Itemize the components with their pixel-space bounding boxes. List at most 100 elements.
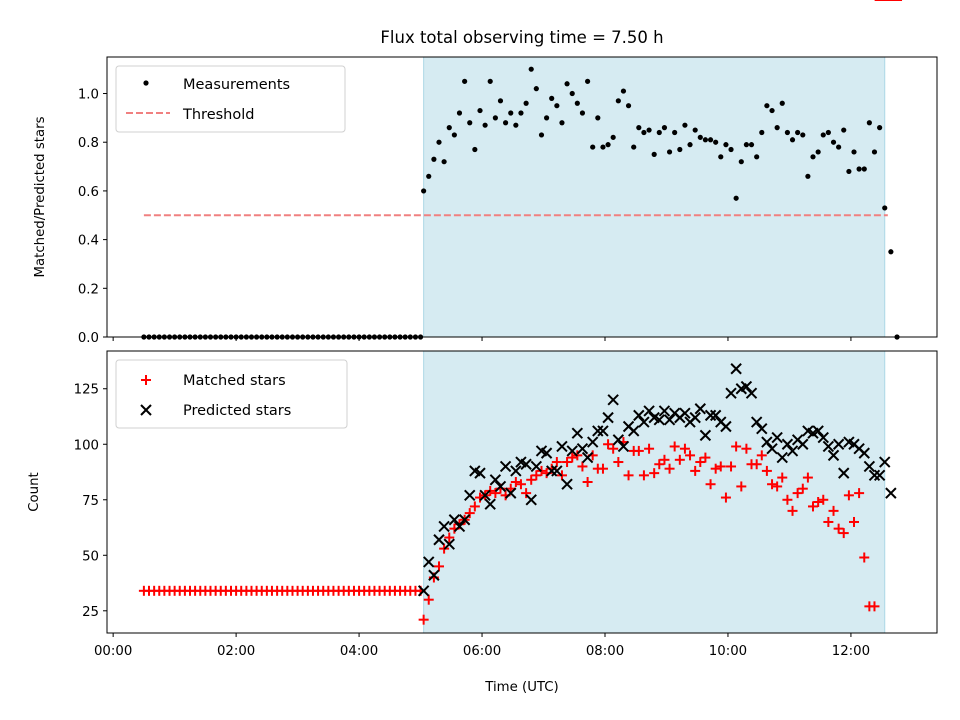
matched-star-point: [777, 472, 788, 483]
top-legend: Measurements Threshold: [115, 65, 346, 133]
measurement-point: [590, 144, 596, 150]
predicted-star-point: [817, 431, 829, 444]
matched-star-point: [736, 481, 747, 492]
measurement-point: [718, 154, 724, 160]
predicted-star-point: [638, 416, 650, 428]
matched-star-point: [813, 496, 824, 507]
measurement-point: [574, 100, 580, 106]
predicted-star-point: [663, 414, 676, 426]
matched-star-point: [659, 454, 670, 465]
top-ytick-label: 0.4: [78, 234, 99, 249]
predicted-star-point: [766, 442, 778, 455]
predicted-star-point: [484, 498, 496, 510]
bottom-y-axis-label: Count: [27, 472, 42, 512]
measurement-point: [523, 100, 529, 106]
predicted-star-point: [704, 409, 717, 422]
predicted-star-point: [499, 460, 512, 473]
predicted-star-point: [628, 425, 640, 437]
matched-star-point: [444, 532, 455, 543]
predicted-star-point: [868, 469, 881, 482]
top-legend-box: [115, 65, 346, 133]
matched-star-point: [797, 483, 808, 494]
measurement-point: [646, 127, 652, 133]
bottom-ytick-label: 50: [82, 549, 99, 564]
top-axes-frame: [106, 56, 938, 338]
predicted-star-point: [458, 514, 471, 526]
matched-star-point: [843, 490, 854, 501]
predicted-star-point: [592, 425, 604, 437]
matched-star-point: [761, 465, 772, 476]
matched-star-point: [731, 441, 742, 452]
predicted-star-point: [756, 423, 768, 435]
measurement-point: [789, 137, 796, 143]
measurement-point: [595, 115, 601, 121]
measurement-point: [784, 129, 791, 136]
predicted-star-point: [812, 425, 824, 437]
predicted-star-point: [612, 434, 625, 446]
predicted-star-point: [745, 387, 758, 399]
measurement-point: [800, 132, 806, 138]
measurement-point: [877, 125, 883, 131]
measurement-point: [615, 98, 621, 104]
predicted-star-point: [489, 474, 502, 486]
measurement-point: [738, 159, 744, 165]
measurement-point: [451, 132, 457, 138]
measurement-point: [830, 139, 837, 145]
predicted-star-point: [607, 394, 619, 406]
bottom-ytick-label: 100: [74, 438, 99, 453]
measurement-point: [513, 122, 519, 128]
matched-star-point: [582, 477, 593, 488]
predicted-star-point: [633, 409, 645, 422]
bottom-shaded-region: [423, 350, 886, 634]
predicted-star-point: [679, 407, 691, 419]
bottom-y-ticks: 25 50 75 100 125: [74, 383, 107, 620]
measurement-point: [856, 166, 862, 172]
matched-star-point: [515, 479, 526, 490]
matched-star-point: [756, 450, 767, 461]
predicted-star-point: [428, 569, 440, 581]
measurement-point: [487, 78, 493, 84]
predicted-star-point: [545, 465, 558, 477]
predicted-star-point: [822, 440, 835, 453]
measurement-point: [497, 98, 504, 104]
predicted-star-point: [879, 456, 891, 468]
predicted-star-point: [571, 427, 584, 439]
xtick-label: 06:00: [463, 644, 501, 659]
matched-star-point: [490, 488, 501, 499]
measurement-point: [733, 195, 739, 201]
measurement-point: [707, 137, 714, 143]
predicted-star-point: [602, 411, 614, 424]
measurement-point: [815, 149, 821, 155]
measurement-point: [631, 144, 637, 150]
predicted-star-point: [658, 405, 671, 417]
predicted-star-point: [494, 480, 507, 493]
matched-star-point: [644, 443, 655, 454]
matched-star-point: [823, 516, 834, 527]
predicted-star-point: [566, 445, 578, 457]
predicted-star-point: [725, 387, 737, 399]
measurement-point: [672, 129, 678, 136]
predicted-star-point: [776, 451, 788, 464]
measurement-point: [692, 127, 698, 133]
matched-star-point: [685, 450, 696, 461]
legend-matched-marker: [141, 375, 151, 385]
predicted-star-point: [464, 489, 476, 502]
predicted-star-point: [586, 436, 599, 448]
legend-threshold-label: Threshold: [182, 107, 254, 123]
bottom-legend-box: [115, 359, 348, 429]
bottom-ytick-label: 125: [74, 383, 99, 398]
predicted-star-point: [832, 438, 845, 450]
matched-star-point: [726, 461, 737, 472]
matched-star-point: [782, 494, 793, 505]
matched-star-point: [751, 459, 762, 470]
legend-measurements-marker: [143, 80, 149, 86]
measurement-point: [728, 146, 734, 153]
legend-predicted-marker: [140, 404, 152, 416]
measurement-point: [421, 188, 427, 194]
predicted-star-point: [694, 403, 707, 415]
x-axis-label: Time (UTC): [484, 680, 559, 695]
measurement-point: [436, 139, 442, 145]
matched-star-point: [562, 457, 573, 468]
matched-star-point: [664, 463, 675, 474]
measurement-point: [810, 154, 816, 160]
